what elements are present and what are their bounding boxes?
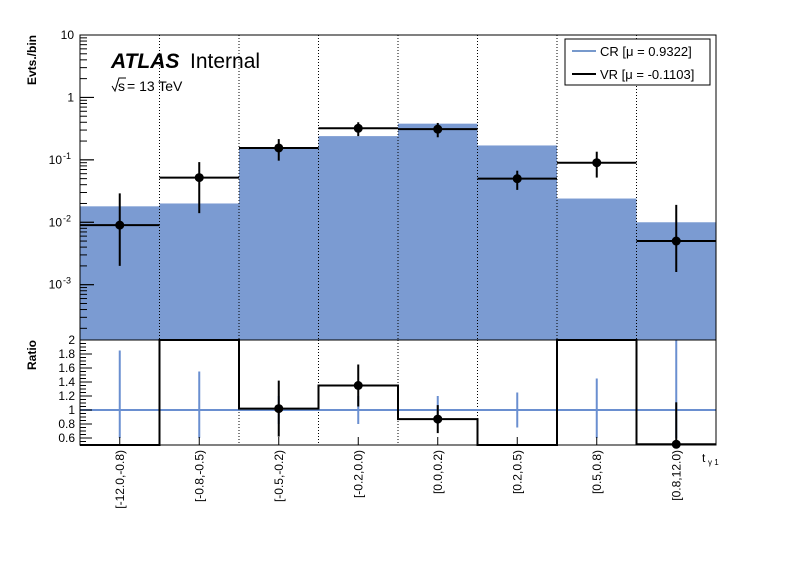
y-tick-label: 10 xyxy=(49,215,63,229)
cr-bar xyxy=(398,123,478,340)
y-tick-label: 10 xyxy=(49,153,63,167)
y-tick-label: 1 xyxy=(67,90,74,104)
y-tick-label: 10 xyxy=(61,28,75,42)
x-tick-label: [-0.2,0.0) xyxy=(351,450,365,498)
y-tick-exponent: -2 xyxy=(63,213,71,223)
ratio-y-tick-label: 1 xyxy=(68,403,75,417)
ratio-y-tick-label: 1.2 xyxy=(58,389,75,403)
vr-points xyxy=(80,122,716,272)
vr-ratio-point xyxy=(433,414,443,424)
vr-point xyxy=(671,236,681,246)
y-tick-exponent: -1 xyxy=(63,151,71,161)
x-tick-label: [0.2,0.5) xyxy=(510,450,524,494)
vr-point xyxy=(274,143,284,153)
x-tick-label: [-0.8,-0.5) xyxy=(192,450,206,502)
vr-ratio-point xyxy=(353,381,363,390)
ratio-y-tick-label: 1.4 xyxy=(58,375,75,389)
x-tick-label: [0.5,0.8) xyxy=(590,450,604,494)
vr-ratio-point xyxy=(274,404,284,414)
vr-point xyxy=(115,220,125,230)
ratio-y-axis: 0.60.811.21.41.61.82 xyxy=(58,333,92,446)
energy-label: s = 13 TeV xyxy=(111,77,183,94)
x-axis-label-subscript: γ 1 xyxy=(708,458,719,467)
y-axis-label: Evts./bin xyxy=(25,35,39,85)
x-tick-label: [0.0,0.2) xyxy=(431,450,445,494)
legend-vr-label: VR [μ = -0.1103] xyxy=(600,67,694,82)
ratio-x-axis: [-12.0,-0.8) [-0.8,-0.5) [-0.5,-0.2) [-0.2,… xyxy=(113,437,683,509)
internal-label: Internal xyxy=(190,50,260,73)
legend: CR [μ = 0.9322] VR [μ = -0.1103] xyxy=(564,38,711,86)
cr-bar xyxy=(239,147,319,340)
ratio-y-tick-label: 1.6 xyxy=(58,361,75,375)
sqrt-icon xyxy=(111,77,126,93)
cr-histogram xyxy=(80,123,716,340)
ratio-y-tick-label: 2 xyxy=(68,333,75,347)
ratio-y-tick-label: 0.6 xyxy=(58,431,75,445)
vr-point xyxy=(353,123,363,133)
cr-bar xyxy=(159,203,239,340)
atlas-label: ATLAS xyxy=(110,50,179,73)
cr-bar xyxy=(557,198,637,340)
vr-point xyxy=(592,158,602,168)
vr-point xyxy=(512,174,522,184)
ratio-y-tick-label: 1.8 xyxy=(58,347,75,361)
x-tick-label: [-0.5,-0.2) xyxy=(272,450,286,502)
vr-point xyxy=(194,173,204,183)
energy-value: = 13 TeV xyxy=(127,78,183,94)
legend-cr-label: CR [μ = 0.9322] xyxy=(600,44,692,59)
x-tick-label: [-12.0,-0.8) xyxy=(113,450,127,509)
x-axis-label: t xyxy=(702,451,706,465)
vr-point xyxy=(433,124,443,134)
legend-box xyxy=(564,38,711,86)
x-tick-label: [0.8,12.0) xyxy=(669,450,683,501)
sqrt-s-label: s xyxy=(118,78,125,94)
y-tick-label: 10 xyxy=(49,278,63,292)
ratio-y-tick-label: 0.8 xyxy=(58,417,75,431)
ratio-y-axis-label: Ratio xyxy=(25,340,39,370)
cr-bar xyxy=(318,136,398,340)
ratio-panel: 0.60.811.21.41.61.82 [-12.0,-0.8) [-0.8,-… xyxy=(25,333,719,509)
y-tick-exponent: -3 xyxy=(63,276,71,286)
